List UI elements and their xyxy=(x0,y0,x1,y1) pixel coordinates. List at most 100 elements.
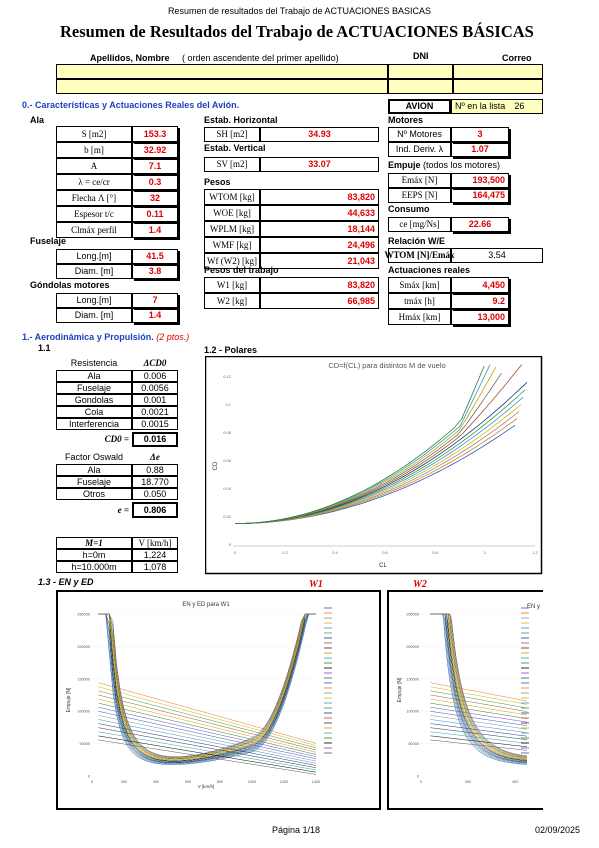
pesos-trabajo-value-1: 66,985 xyxy=(260,293,379,309)
chart_w1-curve-22 xyxy=(98,613,316,759)
chart_w2-curve-10 xyxy=(430,613,528,762)
chart_w2-curve-4 xyxy=(430,613,528,764)
chart_w2-curve-19 xyxy=(430,719,528,733)
pesos-value-2: 18,144 xyxy=(260,221,379,237)
pesos-value-4: 21,043 xyxy=(260,253,379,269)
dni-label: DNI xyxy=(413,51,429,61)
chart_w2-curve-13 xyxy=(430,706,528,723)
name-label: Apellidos, Nombre xyxy=(90,53,170,63)
pesos-label-1: WOE [kg] xyxy=(204,205,260,221)
ala-value-6: 1.4 xyxy=(132,222,178,238)
resistencia-label-0: Ala xyxy=(56,370,132,382)
chart_w1-curve-9 xyxy=(98,698,317,753)
empuje-title-wrap: Empuje (todos los motores) xyxy=(388,161,500,170)
chart_w1-curve-26 xyxy=(98,613,316,758)
oswald-label-1: Fuselaje xyxy=(56,476,132,488)
chart_w2-curve-1 xyxy=(430,682,528,702)
sub-1-1: 1.1 xyxy=(38,343,51,353)
estab-v-value: 33.07 xyxy=(260,157,379,172)
polar-chart-xlabel: CL xyxy=(379,563,387,569)
chart_w1-curve-21 xyxy=(98,723,317,766)
polar-chart: CD=f(CL) para distintos M de vuelo CL CD… xyxy=(205,356,543,575)
page-number: Página 1/18 xyxy=(272,825,321,835)
pesos-value-3: 24,496 xyxy=(260,237,379,253)
polar-xtick-0: 0 xyxy=(234,550,237,555)
dni-field-2[interactable] xyxy=(388,79,453,94)
name-field-1[interactable] xyxy=(56,64,388,79)
motores-title: Motores xyxy=(388,115,424,125)
cd0-label: CD0 = xyxy=(104,434,129,444)
chart_w1-xtick-5: 1000 xyxy=(248,780,256,784)
ala-title: Ala xyxy=(30,115,45,125)
pesos-trabajo-value-0: 83,820 xyxy=(260,277,379,293)
mach-value-0: 1,224 xyxy=(132,549,178,561)
chart_w2-curve-17 xyxy=(430,715,528,730)
empuje-label-0: Emáx [N] xyxy=(388,173,451,188)
chart_w1-curve-4 xyxy=(98,613,316,764)
fuselaje-label-0: Long.[m] xyxy=(56,249,132,264)
pesos-trabajo-title: Pesos del trabajo xyxy=(204,265,279,275)
pesos-label-2: WPLM [kg] xyxy=(204,221,260,237)
chart_w1-xtick-3: 600 xyxy=(185,780,191,784)
estab-h-title: Estab. Horizontal xyxy=(204,115,278,125)
oswald-total: 0.806 xyxy=(132,502,178,518)
polar-xtick-4: 0.8 xyxy=(432,550,438,555)
chart_w2-xtick-2: 400 xyxy=(512,780,518,784)
chart_w1-curve-19 xyxy=(98,719,317,764)
empuje-value-0: 193,500 xyxy=(451,173,509,188)
gondolas-label-0: Long.[m] xyxy=(56,293,132,308)
name-hint: ( orden ascendente del primer apellido) xyxy=(182,53,339,63)
act-reales-label-2: Hmáx [km] xyxy=(388,309,451,325)
resistencia-label-3: Cola xyxy=(56,406,132,418)
resistencia-value-1: 0.0056 xyxy=(132,382,178,394)
pesos-value-1: 44,633 xyxy=(260,205,379,221)
name-field-2[interactable] xyxy=(56,79,388,94)
ala-value-4: 32 xyxy=(132,190,178,206)
chart_w1-curve-28 xyxy=(98,613,316,757)
chart_w1-curve-12 xyxy=(98,613,316,762)
oswald-h2: Δe xyxy=(150,451,160,462)
chart_w1-curve-8 xyxy=(98,613,316,763)
polar-xtick-6: 1.2 xyxy=(532,550,538,555)
correo-field-1[interactable] xyxy=(453,64,543,79)
chart_w1-xtick-4: 800 xyxy=(217,780,223,784)
correo-field-2[interactable] xyxy=(453,79,543,94)
ala-value-0: 153.3 xyxy=(132,126,178,142)
chart_w1-curve-10 xyxy=(98,613,316,763)
w2-chart-ylabel: Empuje [N] xyxy=(397,677,403,702)
chart_w1-xtick-7: 1400 xyxy=(312,780,320,784)
section1-points: (2 ptos.) xyxy=(156,332,190,342)
ala-value-2: 7.1 xyxy=(132,158,178,174)
gondolas-value-1: 1.4 xyxy=(132,308,178,323)
resistencia-h1: Resistencia xyxy=(70,357,118,368)
polar-ytick-2: 0.08 xyxy=(223,430,232,435)
chart_w1-ytick-0: 250000 xyxy=(77,613,90,617)
chart_w1-curve-13 xyxy=(98,706,317,757)
polar-chart-ylabel: CD xyxy=(213,461,219,470)
oswald-h1: Factor Oswald xyxy=(64,451,124,462)
chart_w1-curve-7 xyxy=(98,694,317,751)
correo-label: Correo xyxy=(502,53,532,63)
w2-label: W2 xyxy=(413,579,427,590)
chart_w2-xtick-1: 200 xyxy=(465,780,471,784)
chart_w2-curve-9 xyxy=(430,698,528,716)
w1-chart: EN y ED para W1 Empuje [N] V [km/h] 2500… xyxy=(56,590,381,810)
consumo-title: Consumo xyxy=(388,204,430,214)
chart_w2-curve-15 xyxy=(430,711,528,726)
act-reales-title: Actuaciones reales xyxy=(388,265,471,275)
avion-number-cell: Nº en la lista 26 xyxy=(451,99,543,114)
chart_w1-xtick-1: 200 xyxy=(121,780,127,784)
chart_w1-curve-18 xyxy=(98,613,316,760)
act-reales-label-0: Smáx [km] xyxy=(388,277,451,293)
act-reales-value-1: 9.2 xyxy=(451,293,509,309)
polar-ytick-6: 0 xyxy=(229,542,232,547)
chart_w1-ytick-1: 200000 xyxy=(77,645,90,649)
dni-field-1[interactable] xyxy=(388,64,453,79)
motores-value-0: 3 xyxy=(451,127,509,142)
resistencia-value-4: 0.0015 xyxy=(132,418,178,430)
chart_w1-xtick-6: 1200 xyxy=(280,780,288,784)
ala-label-2: A xyxy=(56,158,132,174)
chart_w2-ytick-4: 50000 xyxy=(408,742,419,746)
polar-ytick-0: 0.12 xyxy=(223,374,232,379)
chart_w2-curve-5 xyxy=(430,690,528,709)
